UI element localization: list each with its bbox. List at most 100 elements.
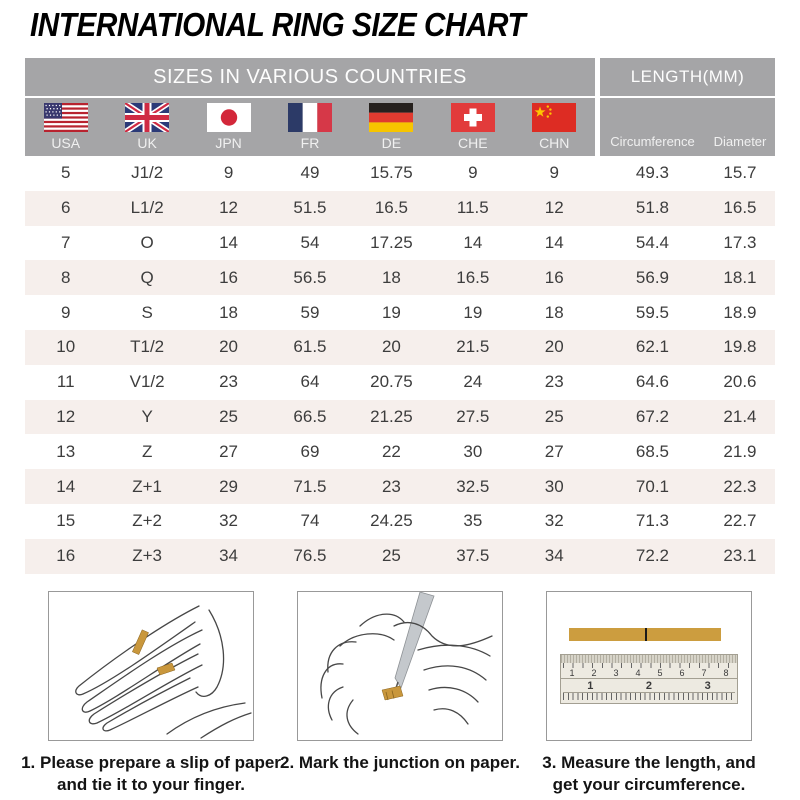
table-cell: 32.5 — [456, 476, 490, 496]
table-cell: 17.3 — [723, 232, 757, 252]
table-cell: 11 — [56, 372, 75, 392]
table-cell: 32 — [544, 511, 564, 531]
table-cell: 70.1 — [635, 476, 669, 496]
table-cell: 66.5 — [293, 406, 327, 426]
table-cell: V1/2 — [129, 372, 165, 392]
marking-junction-illustration — [297, 591, 503, 741]
table-cell: 69 — [300, 441, 320, 461]
table-cell: 19 — [463, 302, 483, 322]
table-cell: 30 — [544, 476, 564, 496]
table-row: 6 L1/2 12 51.5 16.5 11.5 12 51.8 16.5 — [25, 190, 775, 226]
table-cell: 14 — [463, 232, 483, 252]
ruler-number: 1 — [569, 668, 575, 678]
instruction-step-1: 1. Please prepare a slip of paper and ti… — [21, 591, 281, 796]
table-cell: Q — [140, 267, 154, 287]
paper-strip — [569, 628, 721, 641]
table-row: 16 Z+3 34 76.5 25 37.5 34 72.2 23.1 — [25, 538, 775, 574]
table-header: SIZES IN VARIOUS COUNTRIES — [25, 58, 775, 156]
country-column-fr: FR — [269, 98, 350, 156]
table-cell: 25 — [544, 406, 564, 426]
length-header-group: LENGTH(MM) Circumference Diameter — [600, 58, 775, 156]
junction-mark — [645, 628, 647, 641]
table-cell: 51.5 — [293, 198, 327, 218]
table-cell: 56.9 — [635, 267, 669, 287]
country-label: JPN — [215, 135, 242, 151]
table-cell: 8 — [60, 267, 71, 287]
uk-flag-icon — [125, 103, 170, 132]
table-cell: 25 — [219, 406, 239, 426]
table-cell: 18.1 — [723, 267, 757, 287]
table-cell: 6 — [60, 198, 71, 218]
table-row: 13 Z 27 69 22 30 27 68.5 21.9 — [25, 434, 775, 469]
table-cell: 20 — [219, 337, 239, 357]
table-cell: 9 — [549, 163, 559, 183]
table-cell: 64 — [300, 372, 320, 392]
table-cell: 59 — [300, 302, 320, 322]
table-cell: 32 — [219, 511, 239, 531]
table-cell: 51.8 — [635, 198, 669, 218]
table-cell: 27 — [219, 441, 239, 461]
country-label: CHN — [539, 135, 570, 151]
usa-flag-icon — [43, 103, 88, 132]
length-header: LENGTH(MM) — [600, 58, 775, 96]
table-cell: 67.2 — [635, 406, 669, 426]
table-cell: 17.25 — [370, 232, 413, 252]
ruler-divider — [561, 678, 737, 679]
table-cell: 9 — [223, 163, 234, 183]
ruler-number: 2 — [591, 668, 597, 678]
table-cell: 71.3 — [635, 511, 669, 531]
country-label: DE — [381, 135, 402, 151]
switzerland-flag-icon — [450, 103, 495, 132]
ruler-number: 3 — [704, 679, 711, 692]
instruction-step-2: 2. Mark the junction on paper. — [280, 591, 520, 796]
table-cell: 27.5 — [456, 406, 490, 426]
table-cell: 20 — [381, 337, 401, 357]
ruler-number: 2 — [645, 679, 653, 692]
table-cell: O — [140, 232, 154, 252]
table-cell: 22.7 — [723, 511, 757, 531]
sizes-header: SIZES IN VARIOUS COUNTRIES — [25, 58, 595, 96]
table-cell: 64.6 — [635, 372, 669, 392]
table-cell: 34 — [544, 546, 564, 566]
table-cell: 54 — [300, 232, 320, 252]
table-cell: 62.1 — [635, 337, 669, 357]
table-row: 11 V1/2 23 64 20.75 24 23 64.6 20.6 — [25, 365, 775, 400]
instruction-caption-2: 2. Mark the junction on paper. — [280, 753, 520, 772]
table-cell: 72.2 — [635, 546, 669, 566]
table-cell: 56.5 — [293, 267, 327, 287]
table-cell: 23 — [219, 372, 239, 392]
ruler-number: 5 — [657, 668, 663, 678]
ruler-number: 3 — [613, 668, 619, 678]
ruler-cm-ticks — [563, 663, 735, 668]
page-title: INTERNATIONAL RING SIZE CHART — [30, 6, 526, 43]
table-cell: 76.5 — [293, 546, 327, 566]
table-row: 9 S 18 59 19 19 18 59.5 18.9 — [25, 295, 775, 330]
table-cell: 12 — [56, 406, 76, 426]
table-cell: 68.5 — [635, 441, 669, 461]
table-cell: 23 — [381, 476, 401, 496]
table-cell: 15 — [56, 511, 76, 531]
table-cell: 14 — [544, 232, 564, 252]
country-column-jpn: JPN — [188, 98, 269, 156]
country-label: FR — [300, 135, 320, 151]
ruler-inch-ticks — [563, 692, 735, 700]
table-cell: 61.5 — [293, 337, 327, 357]
table-cell: 10 — [56, 337, 76, 357]
table-cell: 59.5 — [635, 302, 669, 322]
table-cell: 21.25 — [370, 406, 413, 426]
table-cell: 16 — [56, 546, 76, 566]
table-cell: Y — [141, 406, 153, 426]
table-cell: T1/2 — [130, 337, 165, 357]
measuring-instructions: 1. Please prepare a slip of paper and ti… — [0, 591, 800, 796]
size-table: SIZES IN VARIOUS COUNTRIES — [25, 58, 775, 574]
table-cell: 21.5 — [456, 337, 490, 357]
instruction-caption-3: 3. Measure the length, and get your circ… — [542, 753, 756, 795]
ruler-number: 1 — [587, 679, 594, 692]
table-cell: 14 — [219, 232, 239, 252]
table-cell: 14 — [56, 476, 76, 496]
table-cell: 16 — [219, 267, 239, 287]
table-cell: 18 — [219, 302, 239, 322]
table-cell: 9 — [60, 302, 71, 322]
